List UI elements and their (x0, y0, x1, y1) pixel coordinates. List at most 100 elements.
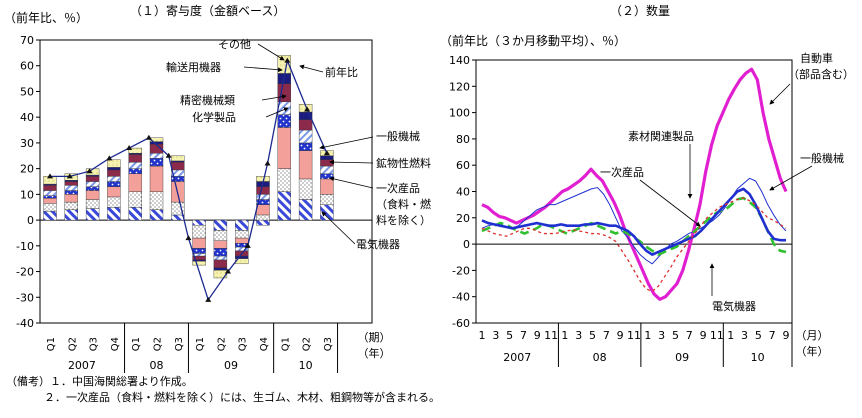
bar-segment (43, 198, 57, 204)
left-annotation-label: 電気機器 (356, 237, 400, 251)
bar-segment (107, 167, 121, 171)
bar-segment (234, 230, 249, 239)
right-year-label: 2007 (503, 351, 531, 364)
left-y-tick-label: 50 (20, 85, 34, 98)
left-x-tick-label: Q1 (46, 337, 57, 351)
bar-segment (320, 165, 334, 174)
notes: （備考）１．中国海関総署より作成。 ２．一次産品（食料・燃料を除く）には、生ゴム… (6, 374, 440, 406)
bar-segment (128, 173, 142, 192)
bar-segment (107, 169, 121, 177)
bar-segment (277, 101, 291, 115)
bar-segment (213, 255, 228, 261)
right-x-tick-label: 7 (603, 329, 610, 342)
bar-segment (213, 267, 228, 271)
bar-segment (234, 219, 249, 231)
right-x-tick-label: 11 (627, 329, 641, 342)
right-y-tick-label: 100 (449, 107, 470, 120)
bar-segment (149, 158, 164, 167)
bar-segment (298, 119, 313, 131)
bar-segment (192, 248, 206, 254)
right-y-tick-label: 80 (456, 133, 470, 146)
bar-segment (298, 129, 313, 144)
bar-segment (64, 209, 79, 221)
right-year-label: 08 (593, 351, 607, 364)
right-x-tick-label: 9 (617, 329, 624, 342)
bar-segment (128, 191, 142, 208)
bar-segment (234, 237, 249, 244)
right-x-tick-label: 1 (727, 329, 734, 342)
bar-segment (171, 162, 185, 171)
bar-segment (298, 150, 313, 180)
bar-segment (149, 165, 164, 192)
bar-segment (85, 186, 100, 191)
left-axis: -40 -30 -20 -10 0 10 20 30 40 50 60 70 (16, 34, 373, 330)
right-annotation-label: 一次産品 (600, 165, 644, 179)
right-x-tick-label: 11 (544, 329, 558, 342)
bar-segment (64, 181, 79, 186)
left-x-tick-label: Q4 (110, 337, 121, 351)
left-year-label: 09 (224, 359, 238, 372)
left-annotation-label: その他 (218, 38, 251, 51)
right-year-label: 10 (751, 351, 765, 364)
left-year-label: 10 (299, 359, 313, 372)
bar-segment (256, 219, 270, 226)
left-x-tick-label: Q2 (302, 337, 313, 351)
left-annotation-arrow (319, 136, 374, 150)
right-x-tick-label: 1 (561, 329, 568, 342)
right-x-tick-label: 5 (506, 329, 513, 342)
left-y-tick-label: 0 (27, 214, 34, 227)
left-y-tick-label: 10 (20, 188, 34, 201)
bar-segment (149, 141, 164, 145)
left-annotation-arrow (329, 159, 374, 165)
bar-segment (128, 207, 142, 221)
left-annotation-arrow (265, 107, 289, 118)
bar-segment (107, 159, 121, 168)
bar-segment (128, 168, 142, 174)
right-x-tick-label: 3 (492, 329, 499, 342)
left-x-tick-label: Q1 (195, 337, 206, 351)
series-line (481, 197, 787, 293)
left-annotation-arrow (321, 211, 356, 245)
total-marker (304, 106, 311, 112)
bar-segment (256, 204, 270, 216)
bar-segment (171, 214, 185, 221)
left-y-tick-label: -10 (16, 240, 34, 253)
bar-segment (149, 152, 164, 159)
total-marker (66, 173, 73, 179)
left-x-tick-label: Q1 (131, 337, 142, 351)
left-y-tick-label: 60 (20, 60, 34, 73)
total-marker (284, 57, 291, 63)
bar-segment (43, 190, 57, 196)
bar-segment (107, 181, 121, 187)
note-line-1: （備考）１．中国海関総署より作成。 (6, 375, 193, 388)
bar-segment (128, 162, 142, 169)
right-annotation-label: 自動車 (800, 51, 833, 65)
left-y-tick-label: 40 (20, 111, 34, 124)
bar-segment (298, 142, 313, 151)
right-x-tick-label: 3 (658, 329, 665, 342)
bar-segment (64, 190, 79, 195)
bar-segment (149, 209, 164, 221)
left-annotation-label: 鉱物性燃料 (376, 156, 431, 170)
total-marker (323, 150, 330, 156)
right-y-tick-label: 0 (463, 238, 470, 251)
right-x-tick-label: 1 (644, 329, 651, 342)
total-marker (126, 145, 133, 151)
right-annotation-label: 電気機器 (712, 299, 756, 313)
bar-segment (213, 230, 228, 241)
left-x-tick-label: Q4 (259, 337, 270, 351)
bar-segment (320, 155, 334, 160)
left-x-tick-label: Q3 (89, 337, 100, 351)
bar-segment (64, 201, 79, 210)
right-annotation-arrow (769, 83, 791, 105)
left-annotation-label: 一般機械 (376, 129, 420, 143)
left-y-tick-label: 70 (20, 34, 34, 47)
left-annotation-label: 料を除く） (376, 213, 431, 227)
right-x-tick-label: 7 (520, 329, 527, 342)
bar-segment (192, 225, 206, 239)
right-x-tick-label: 5 (589, 329, 596, 342)
left-x-tick-label: Q3 (323, 337, 334, 351)
